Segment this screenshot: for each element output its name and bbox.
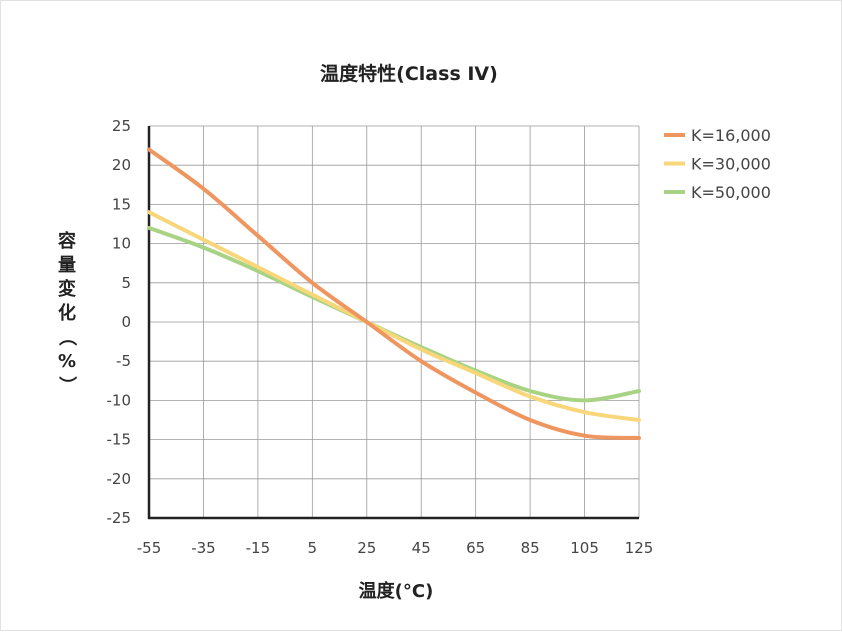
legend-label: K=30,000 (691, 155, 771, 174)
y-axis-label-char: （ (56, 328, 77, 346)
y-axis-label-char-group: ） (56, 376, 77, 394)
series-line-K=16,000 (147, 147, 641, 440)
y-axis-label-char-group: （ (56, 328, 77, 346)
x-tick-label: 125 (625, 539, 654, 557)
x-tick-label: 5 (308, 539, 318, 557)
y-axis-label-char: 変 (58, 278, 76, 300)
series-line-K=50,000 (147, 225, 641, 403)
x-tick-label: 45 (412, 539, 431, 557)
y-axis-label-char: 容 (58, 230, 76, 252)
x-axis-label: 温度(°C) (359, 580, 434, 602)
y-tick-label: 25 (112, 117, 131, 135)
legend-label: K=16,000 (691, 126, 771, 145)
x-tick-label: 65 (466, 539, 485, 557)
x-tick-labels: -55 -35 -15 5 25 45 65 85 105 125 (137, 539, 654, 557)
y-axis-label-char: 化 (58, 302, 76, 324)
legend: K=16,000 K=30,000 K=50,000 (664, 126, 771, 202)
x-tick-label: -35 (191, 539, 216, 557)
y-tick-label: -10 (107, 391, 132, 409)
x-tick-label: 105 (570, 539, 599, 557)
grid (148, 125, 640, 519)
y-axis-label-char: 量 (58, 254, 76, 276)
y-tick-label: 10 (112, 235, 131, 253)
y-axis-label-char: ） (56, 376, 77, 394)
series-lines (147, 147, 641, 440)
x-tick-label: -55 (137, 539, 162, 557)
y-tick-label: -15 (107, 431, 132, 449)
y-tick-labels: 25 20 15 10 5 0 -5 -10 -15 -20 -25 (107, 117, 132, 527)
y-tick-label: 0 (121, 313, 131, 331)
x-tick-label: -15 (246, 539, 271, 557)
legend-label: K=50,000 (691, 183, 771, 202)
y-tick-label: 15 (112, 195, 131, 213)
chart-title: 温度特性(Class IV) (320, 62, 498, 85)
series-line-K=30,000 (147, 210, 641, 422)
axes (147, 126, 639, 520)
x-tick-label: 85 (521, 539, 540, 557)
x-tick-label: 25 (357, 539, 376, 557)
y-tick-label: 5 (121, 274, 131, 292)
y-axis-label-char: % (58, 351, 76, 372)
y-tick-label: -20 (107, 470, 132, 488)
y-tick-label: -5 (116, 352, 131, 370)
y-tick-label: -25 (107, 509, 132, 527)
y-tick-label: 20 (112, 156, 131, 174)
